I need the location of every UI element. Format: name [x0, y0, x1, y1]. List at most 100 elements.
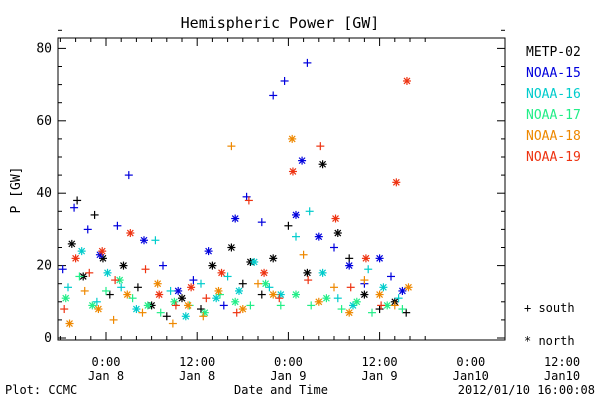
data-point — [269, 91, 278, 100]
data-point — [197, 279, 205, 288]
data-point — [80, 286, 89, 295]
data-point — [333, 229, 342, 238]
data-point — [360, 276, 369, 285]
data-point — [85, 268, 94, 277]
data-point — [269, 290, 278, 299]
data-point — [156, 308, 165, 317]
data-point — [227, 243, 236, 252]
data-point — [231, 297, 240, 306]
data-point — [379, 283, 388, 292]
plot-frame — [57, 37, 506, 341]
data-point — [102, 286, 110, 295]
data-point — [394, 294, 403, 303]
data-point — [208, 261, 217, 270]
x-tick-label-date: Jan10 — [453, 369, 489, 383]
data-point — [133, 283, 142, 292]
data-point — [178, 294, 186, 303]
chart-title: Hemispheric Power [GW] — [181, 14, 380, 32]
data-point — [288, 167, 297, 176]
y-tick-label: 20 — [36, 259, 52, 274]
y-tick-label: 40 — [36, 186, 52, 201]
y-tick-label: 80 — [36, 41, 52, 56]
data-point — [244, 196, 253, 205]
x-tick-label: 12:00 — [362, 355, 398, 369]
x-tick-label: 0:00 — [456, 355, 485, 369]
data-point — [181, 312, 190, 321]
data-point — [140, 236, 148, 245]
data-point — [199, 312, 208, 321]
y-axis: 0 20 40 60 80 — [36, 29, 505, 346]
data-point — [305, 207, 314, 216]
data-point — [232, 308, 241, 317]
data-point — [250, 257, 259, 266]
x-tick-label-date: Jan 9 — [362, 369, 398, 383]
data-point — [304, 276, 313, 285]
legend-entry: NOAA-19 — [526, 150, 581, 165]
data-point — [70, 203, 79, 212]
data-point — [375, 254, 384, 263]
data-point — [361, 254, 370, 263]
data-point — [288, 134, 297, 143]
data-point — [316, 142, 325, 151]
data-point — [330, 243, 338, 252]
data-point — [170, 297, 179, 306]
data-point — [292, 232, 300, 241]
data-point — [269, 254, 278, 263]
data-point — [217, 268, 226, 277]
data-point — [298, 156, 307, 165]
data-point — [375, 290, 384, 299]
data-point — [235, 286, 243, 295]
legend-entry: NOAA-17 — [526, 108, 581, 123]
x-tick-label-date: Jan 8 — [88, 369, 124, 383]
data-point — [398, 286, 407, 295]
data-point — [73, 196, 82, 205]
data-point — [261, 279, 270, 288]
data-point — [375, 305, 384, 314]
data-point — [238, 305, 247, 314]
data-point — [60, 305, 69, 314]
x-axis-label: Date and Time — [234, 383, 328, 397]
data-point — [153, 279, 162, 288]
data-point — [345, 308, 354, 317]
data-point — [345, 261, 354, 270]
data-point — [257, 218, 266, 227]
legend-entry: METP-02 — [526, 45, 581, 60]
data-point — [77, 247, 86, 256]
data-point — [155, 290, 164, 299]
data-point — [103, 268, 112, 277]
data-point — [275, 294, 284, 303]
data-point — [67, 239, 76, 248]
data-point — [168, 319, 177, 328]
data-point — [92, 297, 101, 306]
data-point — [159, 261, 167, 270]
data-point — [377, 301, 386, 310]
legend-entry: NOAA-16 — [526, 87, 581, 102]
data-point — [314, 297, 323, 306]
data-point — [368, 308, 376, 317]
data-point — [151, 236, 160, 245]
data-point — [292, 290, 300, 299]
data-point — [143, 301, 152, 310]
footer-left: Plot: CCMC — [5, 383, 77, 397]
data-point — [105, 290, 114, 299]
data-marks — [58, 58, 413, 328]
data-point — [124, 171, 133, 180]
data-point — [330, 283, 338, 292]
data-point — [117, 283, 126, 292]
data-point — [88, 301, 97, 310]
data-point — [254, 279, 262, 288]
x-tick-label: 12:00 — [544, 355, 580, 369]
data-point — [337, 305, 346, 314]
data-point — [276, 290, 285, 299]
data-point — [307, 301, 316, 310]
data-point — [166, 286, 175, 295]
data-point — [171, 301, 180, 310]
data-point — [318, 160, 327, 169]
data-point — [126, 229, 135, 238]
data-point — [303, 58, 312, 67]
data-point — [322, 294, 331, 303]
y-tick-label: 0 — [44, 331, 52, 346]
x-tick-label: 0:00 — [274, 355, 303, 369]
